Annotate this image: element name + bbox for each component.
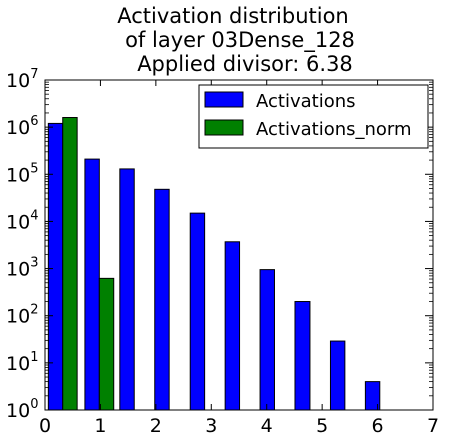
legend-label-activations: Activations bbox=[256, 91, 356, 112]
title-line-3: Applied divisor: 6.38 bbox=[137, 52, 353, 76]
y-tick-label: 106 bbox=[6, 114, 38, 139]
legend-swatch-activations_norm bbox=[204, 119, 244, 136]
x-tick-label: 2 bbox=[150, 415, 162, 437]
legend: Activations Activations_norm bbox=[198, 84, 429, 149]
y-axis-ticks: 100 101 102 103 104 105 106 107 bbox=[6, 67, 433, 422]
x-tick-label: 3 bbox=[205, 415, 217, 437]
legend-label-activations_norm: Activations_norm bbox=[256, 119, 412, 140]
y-tick-label: 107 bbox=[6, 67, 38, 92]
bar-activations-4 bbox=[189, 212, 206, 411]
x-tick-label: 4 bbox=[261, 415, 273, 437]
x-tick-label: 6 bbox=[372, 415, 384, 437]
bar-activations-1 bbox=[84, 158, 100, 411]
y-tick-label: 105 bbox=[6, 161, 38, 186]
chart-title: Activation distribution of layer 03Dense… bbox=[117, 4, 355, 76]
bar-activations-7 bbox=[294, 301, 311, 411]
bar-activations-3 bbox=[154, 188, 170, 411]
bar-activations_norm-1 bbox=[98, 277, 115, 411]
bar-activations-8 bbox=[329, 340, 346, 411]
y-tick-label: 100 bbox=[6, 397, 38, 422]
x-tick-label: 1 bbox=[94, 415, 106, 437]
x-tick-label: 7 bbox=[427, 415, 439, 437]
bar-activations-6 bbox=[259, 269, 275, 411]
x-axis-ticks: 0 1 2 3 4 5 6 7 bbox=[39, 80, 439, 437]
y-tick-label: 103 bbox=[6, 256, 38, 281]
x-tick-label: 0 bbox=[39, 415, 51, 437]
title-line-1: Activation distribution bbox=[117, 4, 348, 28]
y-tick-label: 104 bbox=[6, 208, 38, 233]
y-tick-label: 102 bbox=[6, 303, 38, 328]
plot-frame bbox=[44, 79, 434, 411]
bar-activations-0 bbox=[47, 122, 64, 411]
y-tick-label: 101 bbox=[6, 350, 38, 375]
bar-activations-5 bbox=[224, 241, 241, 411]
x-tick-label: 5 bbox=[316, 415, 328, 437]
legend-swatch-activations bbox=[204, 91, 244, 108]
title-line-2: of layer 03Dense_128 bbox=[125, 28, 355, 53]
bar-activations-2 bbox=[119, 168, 135, 411]
bar-activations_norm-0 bbox=[62, 117, 78, 411]
bars-group bbox=[47, 117, 381, 411]
